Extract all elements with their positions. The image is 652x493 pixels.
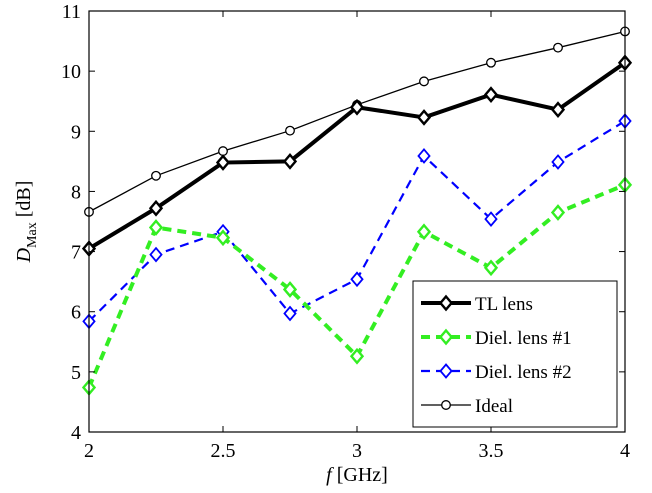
data-point-tl-lens: [215, 154, 231, 171]
legend-entry-ideal: Ideal: [421, 396, 513, 417]
y-tick-label: 9: [71, 121, 81, 143]
data-point-diel-lens-1: [550, 204, 566, 221]
data-point-diel-lens-2: [149, 246, 163, 263]
x-tick-label: 2: [84, 440, 94, 462]
data-point-tl-lens: [416, 109, 432, 126]
data-point-ideal: [486, 57, 496, 68]
x-tick-label: 4: [620, 440, 630, 462]
data-point-tl-lens: [282, 153, 298, 170]
x-axis-label: f [GHz]: [326, 464, 388, 486]
legend-swatch-marker: [438, 328, 454, 346]
legend-swatch-marker: [439, 363, 453, 379]
x-tick-label: 2.5: [211, 440, 236, 462]
y-tick-label: 10: [61, 61, 81, 83]
data-point-ideal: [218, 146, 228, 157]
data-point-diel-lens-1: [215, 229, 231, 247]
legend-swatch-marker: [438, 294, 454, 312]
series-tl-lens: [81, 54, 633, 257]
y-axis-label: DMax [dB]: [13, 181, 40, 264]
legend-swatch-marker: [441, 400, 451, 410]
series-line-tl-lens: [87, 61, 627, 251]
y-tick-label: 7: [71, 242, 81, 264]
legend-entry-diel-lens-1: Diel. lens #1: [421, 328, 572, 349]
legend-entry-tl-lens: TL lens: [421, 294, 533, 315]
data-point-diel-lens-2: [484, 211, 498, 227]
data-point-diel-lens-2: [350, 271, 364, 288]
data-point-ideal: [553, 42, 563, 53]
y-tick-label: 8: [71, 181, 81, 203]
series-diel-lens-1: [81, 176, 633, 396]
data-point-diel-lens-1: [282, 281, 298, 298]
y-axis-label-unit: [dB]: [13, 181, 35, 223]
data-point-diel-lens-1: [416, 223, 432, 241]
y-tick-label: 6: [71, 302, 81, 324]
x-tick-label: 3: [352, 440, 362, 462]
data-point-ideal: [419, 76, 429, 87]
series-line-ideal: [88, 30, 626, 213]
data-point-diel-lens-1: [349, 347, 365, 365]
legend-label: Diel. lens #2: [475, 362, 572, 383]
x-axis-label-unit: [GHz]: [332, 464, 388, 486]
series-ideal: [84, 26, 630, 217]
y-tick-label: 4: [71, 422, 81, 444]
data-point-diel-lens-1: [483, 259, 499, 277]
legend-entry-diel-lens-2: Diel. lens #2: [421, 362, 572, 383]
data-point-tl-lens: [550, 101, 566, 118]
y-axis-label-symbol: D: [13, 247, 35, 263]
data-point-ideal: [285, 125, 295, 136]
data-point-tl-lens: [483, 86, 499, 103]
x-tick-label: 3.5: [479, 440, 504, 462]
data-point-diel-lens-2: [551, 154, 565, 170]
data-point-diel-lens-2: [417, 148, 431, 164]
y-axis-label-subscript: Max: [25, 222, 40, 248]
data-point-ideal: [151, 170, 161, 181]
data-point-tl-lens: [148, 199, 164, 217]
y-tick-label: 5: [71, 362, 81, 384]
y-tick-label: 11: [62, 1, 81, 23]
legend-label: Ideal: [475, 396, 513, 417]
legend-label: Diel. lens #1: [475, 328, 572, 349]
data-point-diel-lens-2: [283, 305, 297, 322]
x-axis-label-symbol: f: [326, 464, 334, 486]
axes: 2 2.5 3 3.5 4 4 5 6 7 8 9 10 11 f [GHz] DMax [dB]: [13, 1, 630, 486]
legend: TL lens Diel. lens #1 Diel. lens #2 Ideal: [412, 280, 618, 428]
data-point-diel-lens-1: [148, 219, 164, 236]
legend-label: TL lens: [475, 294, 533, 315]
data-point-tl-lens: [349, 98, 365, 116]
